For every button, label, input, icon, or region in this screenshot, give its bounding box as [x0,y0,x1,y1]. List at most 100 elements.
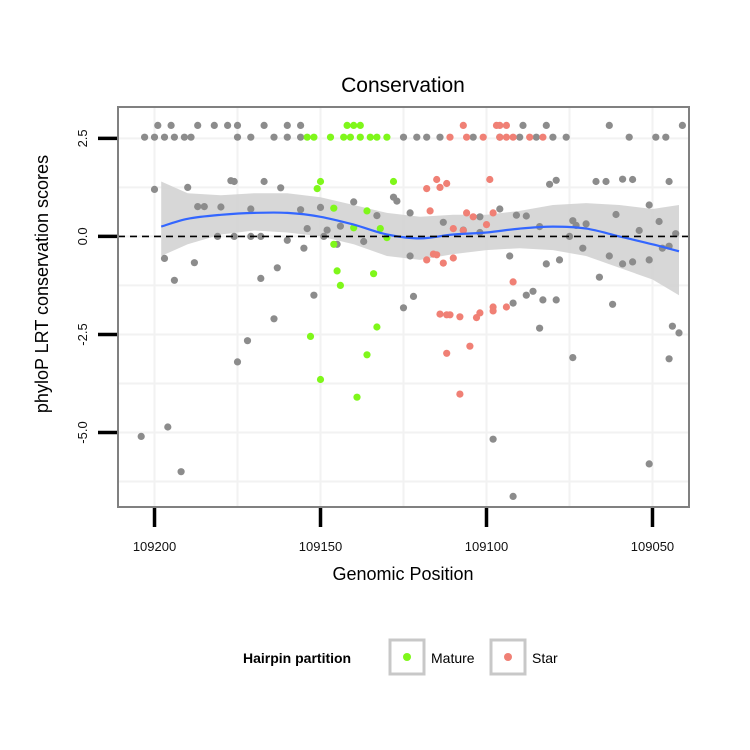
point-star [423,185,431,193]
x-tick-label: 109200 [133,539,176,554]
point-other [562,133,570,141]
y-axis-title: phyloP LRT conservation scores [32,155,52,413]
point-other [619,260,627,268]
point-star [446,133,454,141]
point-other [678,121,687,129]
x-tick-label: 109150 [299,539,342,554]
point-other [399,133,408,141]
point-other [283,236,291,244]
point-other [336,222,344,230]
point-other [536,324,544,332]
point-other [516,133,524,141]
point-star [469,213,477,221]
point-other [509,299,517,307]
point-other [233,121,242,129]
point-star [486,175,494,184]
point-other [549,133,557,141]
point-star [426,207,434,215]
point-star [502,303,510,311]
point-other [194,121,202,129]
point-other [629,175,637,184]
point-other [579,244,587,252]
point-other [529,287,537,295]
point-other [233,133,242,141]
point-other [150,185,159,193]
point-star [509,133,517,141]
point-other [273,264,281,272]
x-tick-label: 109100 [465,539,508,554]
point-star [509,278,517,286]
point-other [675,329,683,337]
point-other [522,291,530,299]
point-other [200,203,208,211]
point-mature [346,133,354,141]
point-mature [316,177,325,186]
point-other [512,211,521,219]
point-other [164,423,172,431]
point-star [526,133,534,141]
point-star [423,256,431,264]
point-star [489,303,497,311]
point-other [316,203,325,211]
point-star [459,121,467,129]
point-mature [389,177,398,186]
point-other [247,205,255,213]
y-axis-ticks: 2.5 0.0 -2.5 -5.0 [75,129,117,444]
point-other [542,121,550,129]
point-star [456,390,464,398]
point-mature [330,204,338,212]
point-other [393,197,401,205]
point-star [449,225,457,233]
point-other [625,133,633,141]
point-star [433,175,441,184]
point-other [439,218,447,226]
point-other [476,213,484,221]
point-star [459,226,467,235]
point-mature [356,121,364,129]
point-other [665,355,673,363]
point-other [210,121,218,129]
point-other [552,296,560,304]
point-other [555,256,564,264]
point-mature [316,375,325,384]
point-other [277,184,285,192]
point-star [502,133,510,141]
point-star [436,183,444,191]
point-other [645,201,653,209]
point-other [635,226,643,235]
point-other [532,133,540,141]
point-star [466,342,474,350]
point-other [595,273,604,281]
point-mature [333,267,341,275]
point-other [141,133,149,141]
point-other [260,177,268,186]
point-other [645,460,653,468]
point-other [569,354,577,362]
point-other [297,121,305,129]
point-other [592,177,600,186]
point-other [257,232,265,240]
point-mature [326,133,335,141]
point-other [423,133,431,141]
point-star [502,121,510,129]
legend-title: Hairpin partition [243,650,351,666]
point-star [472,314,481,322]
legend-dot-star [504,653,512,661]
point-other [672,230,680,238]
point-other [519,121,527,129]
point-other [652,133,660,141]
point-star [496,133,504,141]
smooth-line-layer [160,211,680,253]
points-layer [137,121,687,500]
point-mature [370,270,378,278]
point-other [436,133,444,141]
y-tick-label: 2.5 [75,129,90,147]
point-other [406,252,414,260]
point-other [602,177,610,186]
point-other [665,177,673,186]
point-star [463,133,471,141]
point-star [446,311,454,319]
y-tick-label: 0.0 [75,227,90,245]
point-other [170,276,178,284]
